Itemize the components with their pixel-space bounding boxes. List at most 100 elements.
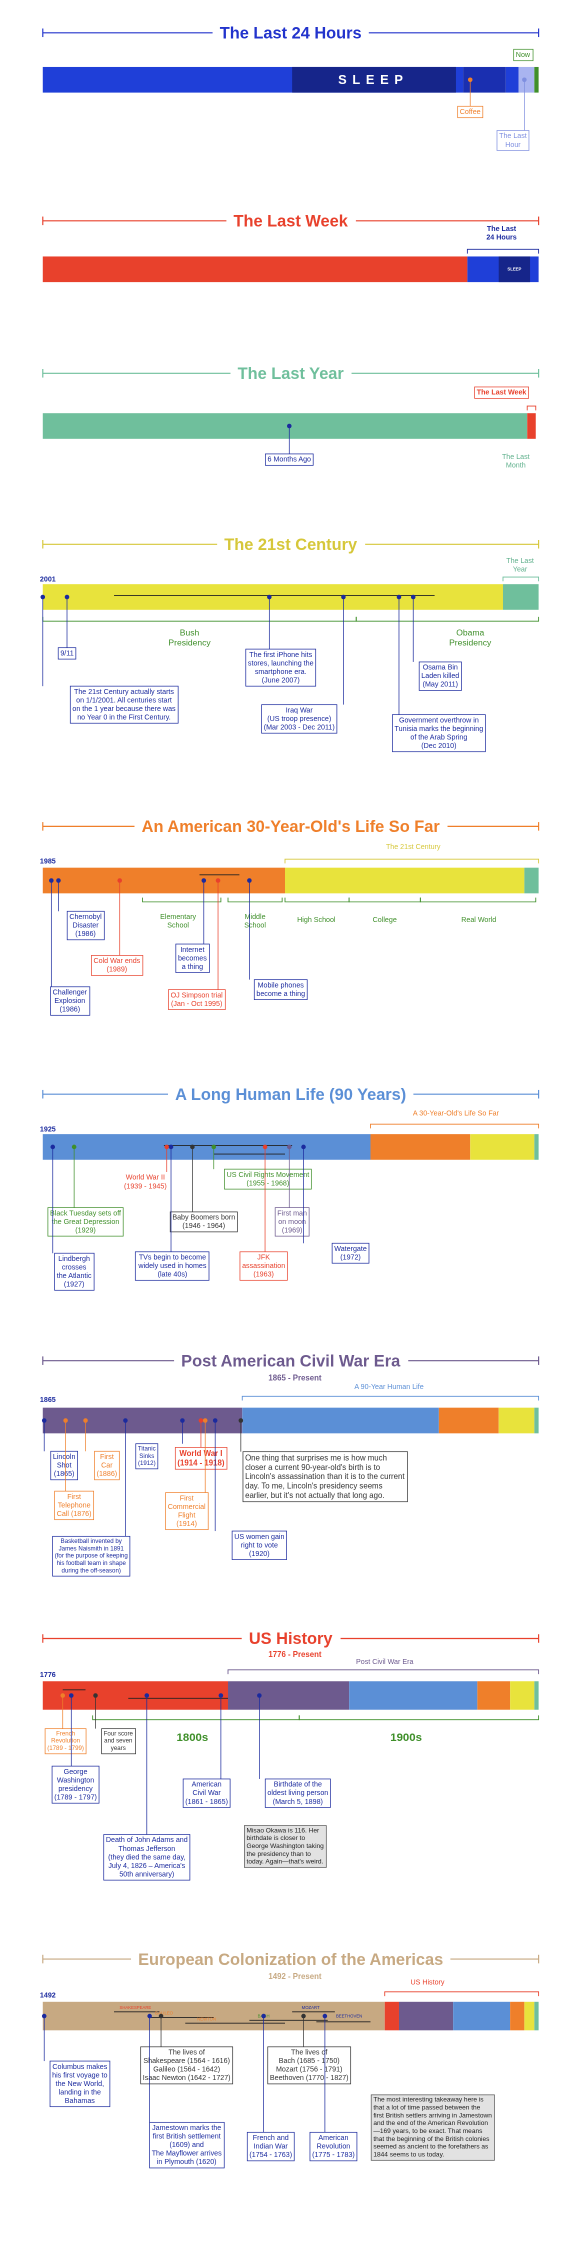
- annotation-text: Death of John Adams and: [106, 1836, 188, 1844]
- annotation-box: [309, 2131, 358, 2162]
- bar-segment: [524, 867, 539, 894]
- annotation-text: (1775 - 1783): [312, 2151, 355, 2159]
- annotation-box: [47, 1207, 124, 1237]
- annotation-box: [370, 2094, 495, 2161]
- start-year: 1925: [40, 1125, 56, 1133]
- annotation-text: (1929): [75, 1226, 96, 1234]
- annotation-text: (March 5, 1898): [273, 1798, 323, 1806]
- bar-segment: [498, 1407, 535, 1434]
- annotation-box: [169, 1211, 238, 1233]
- title-background: [241, 1630, 341, 1649]
- annotation-text: (1972): [340, 1254, 361, 1262]
- annotation-box: [245, 648, 317, 687]
- section-title: European Colonization of the Americas: [138, 1951, 443, 1969]
- annotation-text: (1986): [75, 930, 96, 938]
- bar-segment: [534, 2001, 539, 2031]
- annotation-text: 50th anniversary): [119, 1870, 174, 1878]
- event-dot: [218, 1693, 224, 1698]
- annotation-box: [274, 1207, 310, 1237]
- annotation-text: BEETHOVEN: [336, 2013, 362, 2018]
- annotation-text: Mobile phones: [258, 981, 305, 989]
- annotation-text: Month: [506, 461, 526, 469]
- annotation-text: The Last Week: [477, 389, 527, 397]
- annotation-text: First: [100, 1453, 114, 1461]
- annotation-text: The Mayflower arrives: [152, 2150, 222, 2158]
- annotation-text: on 1/1/2001. All centuries start: [76, 696, 172, 704]
- bracket: [42, 616, 357, 622]
- annotation-box: [66, 910, 105, 941]
- annotation-box: [50, 986, 91, 1016]
- annotation-text: SLEEP: [338, 72, 409, 87]
- annotation-text: (1955 - 1968): [247, 1179, 290, 1187]
- title-background: [168, 1085, 414, 1104]
- annotation-box: [149, 2121, 225, 2169]
- annotation-text: the presidency than to: [247, 1851, 312, 1858]
- annotation-text: World War I: [179, 1449, 222, 1458]
- annotation-text: stores, launching the: [248, 659, 314, 667]
- annotation-text: (1861 - 1865): [185, 1798, 228, 1806]
- annotation-box: [44, 1728, 87, 1755]
- annotation-text: Disaster: [72, 922, 99, 930]
- annotation-text: NEWTON: [197, 2016, 216, 2021]
- start-year: 1492: [40, 1992, 56, 2000]
- start-year: 1985: [40, 857, 56, 865]
- bar-segment: [498, 256, 531, 283]
- annotation-text: GALILEO: [155, 2011, 174, 2016]
- event-dot: [262, 1144, 268, 1150]
- annotation-text: Explosion: [54, 997, 85, 1005]
- annotation-text: and seven: [104, 1738, 132, 1745]
- annotation: Post Civil War Era: [356, 1658, 413, 1666]
- section-subtitle: 1865 - Present: [268, 1374, 321, 1383]
- annotation-text: (1886): [97, 1470, 118, 1478]
- annotation-text: Basketball invented by: [61, 1538, 123, 1545]
- annotation-text: his first voyage to: [52, 2071, 107, 2079]
- annotation-text: (1865): [54, 1470, 75, 1478]
- annotation: SLEEP: [507, 267, 521, 272]
- annotation: Now: [513, 48, 534, 62]
- event-dot: [341, 594, 346, 600]
- annotation-box: [242, 1451, 408, 1503]
- annotation-box: [101, 1728, 136, 1755]
- annotation-text: Cold War ends: [93, 957, 140, 965]
- bar-segment: [453, 2001, 511, 2031]
- annotation-text: (1969): [282, 1226, 303, 1234]
- annotation-text: 9/11: [60, 649, 73, 657]
- annotation-text: (1989): [107, 966, 128, 974]
- annotation: 1900s: [390, 1732, 422, 1744]
- annotation-text: on the 1 year because there was: [72, 705, 176, 713]
- start-year: 2001: [40, 575, 56, 583]
- annotation-box: [182, 1778, 231, 1808]
- annotation-text: (Dec 2010): [421, 742, 456, 750]
- event-dot: [267, 594, 272, 600]
- event-dot: [301, 2013, 306, 2019]
- annotation-text: assassination: [242, 1262, 285, 1270]
- annotation: US History: [410, 1979, 444, 1987]
- start-year: 1776: [40, 1671, 56, 1679]
- title-background: [226, 212, 356, 231]
- annotation-text: (1920): [249, 1550, 270, 1558]
- annotation-text: (May 2011): [423, 681, 458, 689]
- bar-segment: [534, 1134, 539, 1160]
- bracket: [370, 1123, 540, 1129]
- annotation-text: closer a current 90-year-old's birth is …: [245, 1463, 381, 1472]
- event-dot: [147, 2013, 152, 2019]
- annotation-text: (1914 - 1918): [177, 1459, 224, 1468]
- annotation-text: SHAKESPEARE: [120, 2005, 152, 2010]
- annotation-text: High School: [297, 916, 336, 924]
- annotation: Coffee: [457, 105, 484, 119]
- annotation: 6 Months Ago: [265, 453, 314, 466]
